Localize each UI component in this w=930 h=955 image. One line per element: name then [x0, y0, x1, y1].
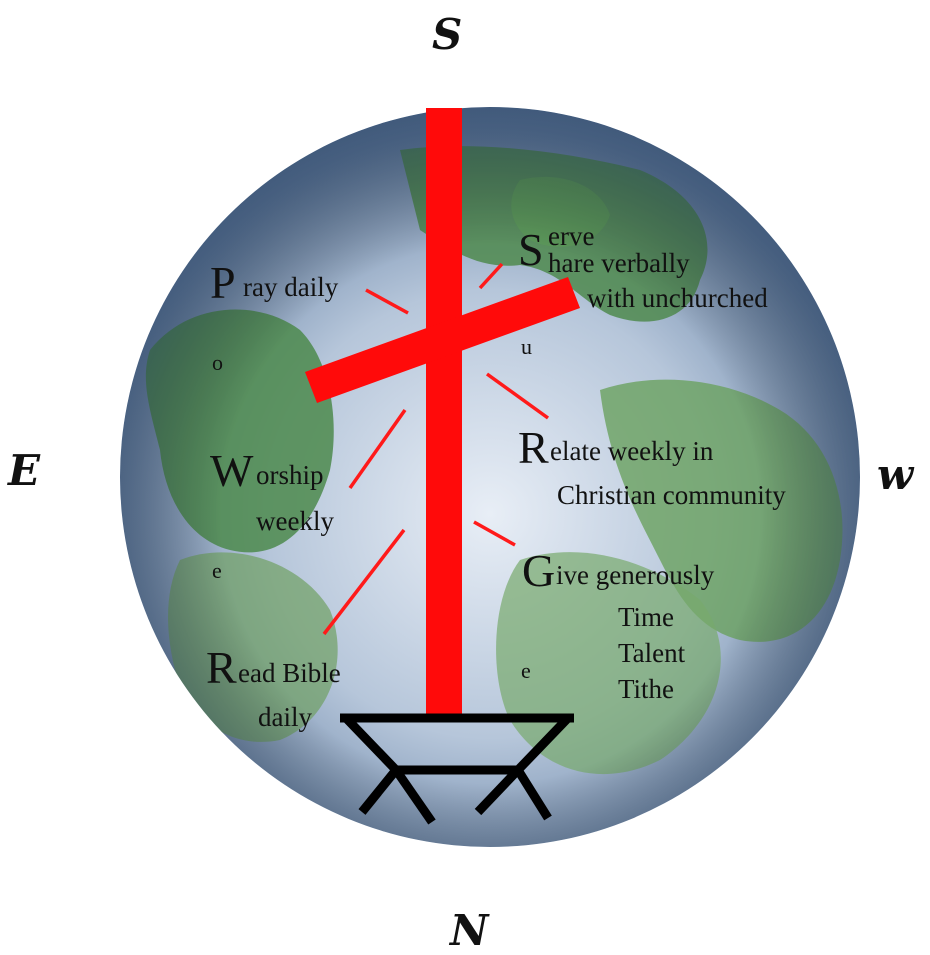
compass-top: S	[432, 10, 463, 59]
pray-initial: P	[210, 257, 236, 308]
connector-lines	[322, 262, 550, 636]
compass-left: E	[8, 446, 41, 495]
serve-text: erve	[548, 221, 595, 251]
read-text-line2: daily	[258, 702, 312, 732]
cross-beam	[305, 277, 580, 403]
read-text: ead Bible	[238, 658, 341, 688]
letter-e-left: e	[212, 558, 222, 583]
compass-right: w	[877, 450, 914, 499]
cross	[305, 108, 580, 720]
worship-text: orship	[256, 460, 324, 490]
give-initial: G	[522, 545, 556, 596]
compass-bottom: N	[450, 906, 489, 955]
manger	[340, 713, 574, 825]
worship-initial: W	[210, 445, 254, 496]
relate-initial: R	[518, 422, 549, 473]
letter-e-right: e	[521, 658, 531, 683]
give-sub-time: Time	[618, 602, 675, 632]
relate-text-line2: Christian community	[557, 480, 786, 510]
give-text: ive generously	[556, 560, 715, 590]
give-sub-tithe: Tithe	[618, 674, 675, 704]
relate-text: elate weekly in	[550, 436, 714, 466]
worship-text-line2: weekly	[256, 506, 334, 536]
share-text-line2: with unchurched	[587, 283, 768, 313]
cross-upright	[426, 108, 462, 720]
letter-o: o	[212, 350, 223, 375]
letter-u: u	[521, 334, 532, 359]
serve-initial: S	[518, 224, 544, 275]
continents	[120, 107, 860, 847]
pray-text: ray daily	[243, 272, 339, 302]
read-initial: R	[206, 642, 237, 693]
give-sub-talent: Talent	[618, 638, 686, 668]
share-text: hare verbally	[548, 248, 690, 278]
